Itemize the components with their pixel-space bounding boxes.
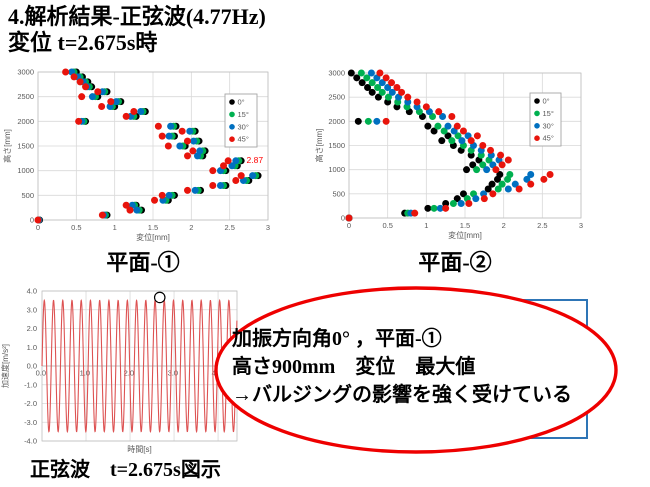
svg-text:-2.0: -2.0 [24, 399, 37, 408]
svg-text:1.5: 1.5 [460, 221, 470, 230]
svg-text:2.5: 2.5 [537, 221, 547, 230]
scatter-chart-plane1: 0 0.5 1 1.5 2 2.5 3 0 500 1000 1500 2000 2500 3000 変位[… [2, 68, 270, 243]
svg-text:3: 3 [579, 221, 583, 230]
slide-title: 4.解析結果-正弦波(4.77Hz) 変位 t=2.675s時 [8, 4, 266, 56]
svg-text:1.0: 1.0 [80, 369, 90, 378]
svg-text:2.0: 2.0 [27, 324, 37, 333]
svg-text:2: 2 [189, 223, 193, 232]
svg-text:1000: 1000 [328, 165, 345, 174]
title-line2: 変位 t=2.675s時 [8, 30, 158, 55]
svg-text:高さ[mm]: 高さ[mm] [2, 129, 12, 163]
svg-text:1000: 1000 [17, 166, 34, 175]
svg-text:-4.0: -4.0 [24, 437, 37, 446]
svg-text:2000: 2000 [17, 117, 34, 126]
svg-text:1500: 1500 [17, 142, 34, 151]
svg-text:0: 0 [341, 214, 345, 223]
svg-text:高さ[mm]: 高さ[mm] [314, 129, 324, 163]
svg-text:0.0: 0.0 [27, 362, 37, 371]
svg-text:3: 3 [266, 223, 270, 232]
annotation-ellipse [214, 286, 618, 454]
sine-caption: 正弦波 t=2.675s図示 [30, 459, 221, 481]
svg-text:3000: 3000 [17, 68, 34, 77]
svg-text:15°: 15° [543, 109, 554, 118]
svg-text:-1.0: -1.0 [24, 380, 37, 389]
svg-text:2.0: 2.0 [124, 369, 134, 378]
svg-text:500: 500 [21, 191, 34, 200]
svg-text:2: 2 [502, 221, 506, 230]
svg-text:3000: 3000 [328, 69, 345, 78]
svg-text:加速度[m/s²]: 加速度[m/s²] [0, 344, 10, 388]
title-line1: 4.解析結果-正弦波(4.77Hz) [8, 4, 266, 29]
svg-text:2500: 2500 [17, 92, 34, 101]
svg-text:1: 1 [113, 223, 117, 232]
svg-text:時間[s]: 時間[s] [127, 445, 151, 454]
svg-text:0: 0 [347, 221, 351, 230]
annotation-callout: 加振方向角0° ，平面-① 高さ900mm 変位 最大値 →バルジングの影響を強… [232, 325, 617, 409]
svg-text:30°: 30° [543, 121, 554, 130]
plane2-label: 平面-② [418, 250, 492, 275]
svg-text:2500: 2500 [328, 93, 345, 102]
svg-text:0.0: 0.0 [36, 369, 46, 378]
svg-text:2000: 2000 [328, 117, 345, 126]
svg-text:0: 0 [36, 223, 40, 232]
svg-text:1.0: 1.0 [27, 343, 37, 352]
svg-text:45°: 45° [238, 135, 249, 144]
svg-text:2.5: 2.5 [224, 223, 234, 232]
callout-line3: →バルジングの影響を強く受けている [232, 384, 572, 406]
svg-text:変位[mm]: 変位[mm] [136, 232, 170, 242]
svg-text:1.5: 1.5 [148, 223, 158, 232]
plane1-label: 平面-① [106, 250, 180, 275]
callout-line1: 加振方向角0° ，平面-① [232, 328, 442, 350]
svg-text:4.0: 4.0 [27, 287, 37, 296]
svg-text:0.5: 0.5 [382, 221, 392, 230]
svg-text:0°: 0° [238, 98, 245, 107]
svg-text:0°: 0° [543, 97, 550, 106]
svg-text:変位[mm]: 変位[mm] [448, 230, 482, 240]
svg-text:0.5: 0.5 [71, 223, 81, 232]
svg-text:45°: 45° [543, 134, 554, 143]
svg-text:0: 0 [30, 216, 34, 225]
svg-text:1: 1 [424, 221, 428, 230]
svg-text:2.87: 2.87 [247, 155, 264, 165]
svg-text:500: 500 [332, 189, 345, 198]
scatter-chart-plane2: 0 0.5 1 1.5 2 2.5 3 0 500 1000 1500 2000 2500 3000 変位[… [314, 69, 583, 241]
svg-text:1500: 1500 [328, 141, 345, 150]
svg-text:30°: 30° [238, 122, 249, 131]
svg-text:3.0: 3.0 [168, 369, 178, 378]
callout-line2: 高さ900mm 変位 最大値 [232, 356, 476, 378]
svg-text:15°: 15° [238, 110, 249, 119]
svg-text:3.0: 3.0 [27, 305, 37, 314]
svg-text:-3.0: -3.0 [24, 418, 37, 427]
sine-wave-chart: 4.0 3.0 2.0 1.0 0.0 -1.0 -2.0 -3.0 -4.0 0.0 1.0 2.0… [0, 287, 238, 454]
red-ellipse-shape [214, 286, 618, 454]
